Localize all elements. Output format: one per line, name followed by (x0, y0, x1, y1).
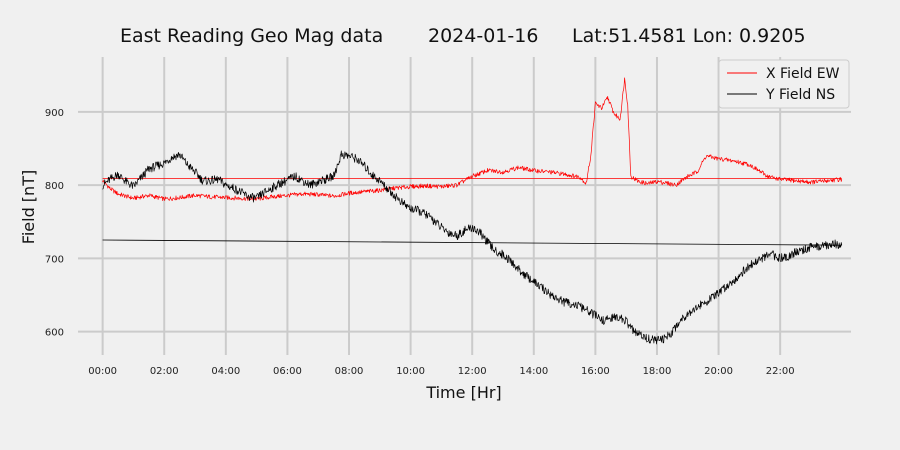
x-tick-label: 08:00 (335, 366, 364, 377)
chart-title-date: 2024-01-16 (428, 25, 538, 47)
y-tick-labels: 600 700 800 900 (45, 108, 64, 339)
x-tick-label: 12:00 (458, 366, 487, 377)
x-tick-label: 10:00 (396, 366, 425, 377)
x-tick-label: 22:00 (766, 366, 795, 377)
legend-label-x-field: X Field EW (766, 66, 840, 82)
x-tick-label: 14:00 (519, 366, 548, 377)
x-tick-label: 04:00 (211, 366, 240, 377)
x-tick-label: 00:00 (88, 366, 117, 377)
x-tick-label: 06:00 (273, 366, 302, 377)
y-tick-label: 900 (45, 108, 64, 119)
reference-lines (102, 178, 842, 246)
y-tick-label: 600 (45, 328, 64, 339)
chart-title-location: Lat:51.4581 Lon: 0.9205 (572, 25, 806, 47)
y-tick-label: 800 (45, 181, 64, 192)
series-line-x-field (102, 77, 843, 202)
x-tick-label: 18:00 (643, 366, 672, 377)
series-lines (102, 77, 843, 345)
legend-box (718, 59, 850, 109)
x-gridlines (101, 57, 782, 355)
legend-label-y-field: Y Field NS (765, 87, 835, 103)
legend: X Field EW Y Field NS (718, 59, 850, 109)
y-gridlines (78, 110, 851, 333)
y-tick-label: 700 (45, 254, 64, 265)
x-tick-label: 16:00 (581, 366, 610, 377)
chart-title-station: East Reading Geo Mag data (120, 25, 383, 47)
x-axis-label: Time [Hr] (425, 383, 501, 402)
y-axis-label: Field [nT] (19, 170, 38, 244)
x-tick-label: 20:00 (704, 366, 733, 377)
series-line-y-field (102, 150, 843, 345)
reference-line (102, 239, 842, 246)
x-tick-labels: 00:00 02:00 04:00 06:00 08:00 10:00 12:00 14:00… (88, 366, 794, 377)
x-tick-label: 02:00 (150, 366, 179, 377)
